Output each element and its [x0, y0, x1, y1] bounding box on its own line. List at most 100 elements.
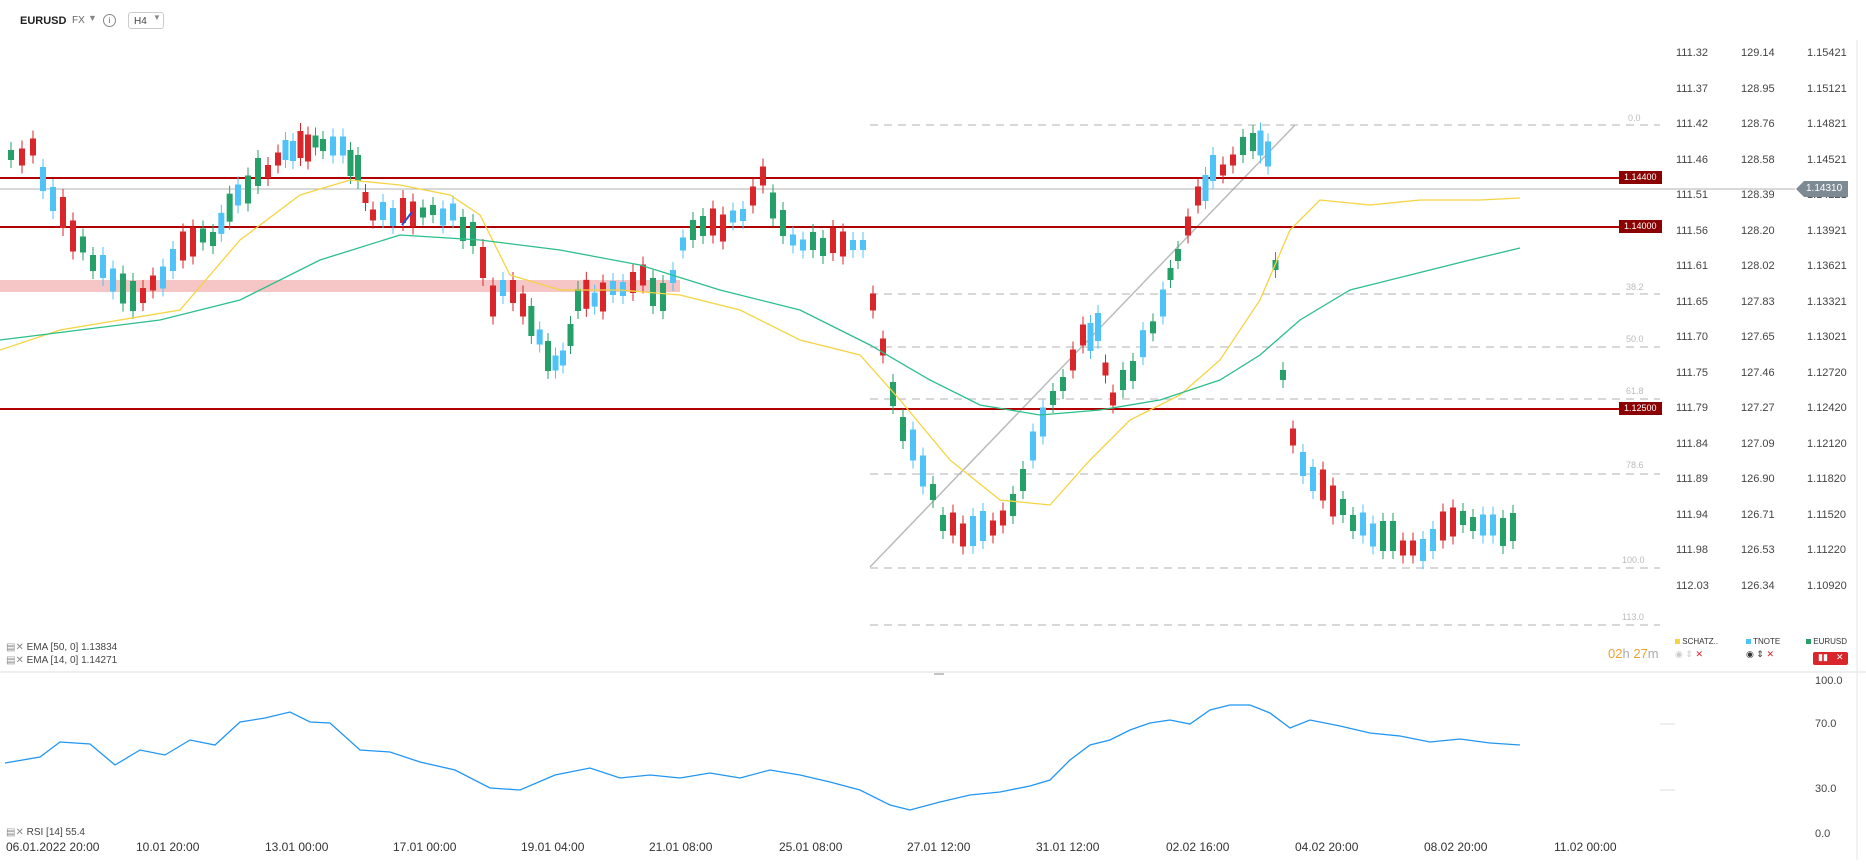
reorder-icon[interactable]: ⇕: [1756, 649, 1764, 659]
candle-body: [860, 240, 866, 250]
ema50-line: [0, 234, 1521, 416]
schatz-tick: 111.61: [1676, 260, 1709, 272]
close-icon[interactable]: ✕: [1695, 649, 1703, 659]
candle-body: [1000, 510, 1006, 526]
candle-body: [990, 520, 996, 536]
rsi-axis-label: 30.0: [1815, 783, 1837, 795]
tnote-tick: 128.39: [1741, 189, 1775, 201]
candle-body: [940, 515, 946, 531]
level-label[interactable]: 1.14000: [1619, 220, 1662, 233]
candle-type-icon[interactable]: ▮▮: [1818, 652, 1828, 662]
candle-body: [1310, 467, 1316, 491]
settings-icon[interactable]: ▤✕: [6, 655, 24, 666]
time-axis-label: 17.01 00:00: [393, 840, 457, 854]
candle-body: [1480, 514, 1486, 536]
candle-body: [430, 205, 436, 215]
candle-body: [800, 239, 806, 251]
settings-icon[interactable]: ▤✕: [6, 642, 24, 653]
close-icon[interactable]: ✕: [1766, 649, 1774, 659]
ema14-line: [0, 179, 1521, 506]
candle-body: [218, 212, 225, 234]
candle-body: [510, 280, 516, 303]
candle-body: [1300, 452, 1306, 476]
settings-icon[interactable]: ▤✕: [6, 827, 24, 838]
candle-body: [40, 167, 46, 191]
chevron-down-icon[interactable]: ▼: [88, 13, 97, 23]
rsi-axis-label: 70.0: [1815, 718, 1837, 730]
candles: [8, 122, 1516, 569]
rsi-axis-label: 0.0: [1815, 828, 1831, 840]
tnote-tick: 127.83: [1741, 295, 1775, 308]
time-axis-label: 19.01 04:00: [521, 840, 585, 854]
schatz-tick: 111.65: [1676, 295, 1709, 308]
candle-body: [1020, 469, 1026, 491]
color-swatch-icon: [1806, 639, 1811, 644]
candle-body: [362, 192, 369, 203]
color-swatch-icon: [1746, 639, 1751, 644]
timeframe-select[interactable]: H4: [128, 12, 164, 29]
candle-body: [1195, 186, 1201, 206]
schatz-tick: 111.32: [1676, 47, 1709, 59]
tnote-tick: 127.65: [1741, 331, 1775, 343]
candle-body: [520, 293, 526, 317]
tnote-tick: 128.95: [1741, 82, 1775, 95]
time-axis-label: 31.01 12:00: [1036, 840, 1100, 854]
candle-body: [30, 138, 36, 156]
candle-body: [1110, 392, 1116, 406]
eurusd-tick: 1.11520: [1807, 508, 1846, 521]
candle-body: [850, 240, 856, 250]
candle-body: [90, 255, 96, 271]
candle-body: [226, 193, 233, 222]
candle-body: [950, 512, 956, 536]
eurusd-tick: 1.14521: [1807, 153, 1847, 166]
overlay-eurusd[interactable]: EURUSD: [1806, 637, 1847, 646]
eurusd-controls[interactable]: ▮▮ ✕: [1813, 652, 1848, 665]
level-label[interactable]: 1.12500: [1619, 402, 1662, 415]
eurusd-tick: 1.14821: [1807, 118, 1847, 130]
candle-body: [1380, 521, 1386, 551]
eye-icon[interactable]: ◉: [1675, 649, 1683, 659]
candle-body: [380, 202, 386, 220]
candle-body: [50, 187, 56, 211]
candle-body: [235, 184, 241, 206]
candle-body: [545, 341, 551, 371]
symbol-label[interactable]: EURUSD: [20, 15, 67, 27]
tnote-tick: 126.71: [1741, 508, 1775, 521]
tnote-tick: 126.90: [1741, 473, 1775, 485]
ema14-label: EMA [14, 0] 1.14271: [26, 655, 118, 666]
tnote-tick: 126.34: [1741, 579, 1775, 592]
candle-body: [500, 280, 506, 296]
tnote-tick: 128.02: [1741, 260, 1775, 272]
candle-body: [370, 209, 376, 221]
candle-body: [670, 270, 676, 283]
rsi-legend[interactable]: ▤✕ RSI [14] 55.4: [6, 827, 85, 838]
schatz-tick: 111.75: [1676, 366, 1709, 379]
candle-body: [591, 292, 598, 307]
eye-icon[interactable]: ◉: [1746, 649, 1754, 659]
info-icon[interactable]: i: [103, 14, 116, 27]
candle-body: [1470, 517, 1476, 531]
candle-body: [740, 209, 746, 221]
market-label[interactable]: FX: [72, 15, 85, 26]
candle-body: [1360, 512, 1366, 536]
overlay-schatz[interactable]: SCHATZ.. ◉ ⇕ ✕: [1675, 637, 1718, 660]
overlay-tnote[interactable]: TNOTE ◉ ⇕ ✕: [1746, 637, 1780, 660]
rsi-label: RSI [14] 55.4: [26, 827, 85, 838]
candle-body: [700, 216, 706, 236]
candle-body: [630, 272, 636, 293]
fib-label: 78.6: [1626, 460, 1644, 470]
candle-body: [305, 134, 311, 162]
schatz-tick: 111.42: [1676, 118, 1709, 130]
close-icon[interactable]: ✕: [1836, 652, 1844, 662]
chevron-down-icon[interactable]: ▼: [153, 13, 161, 22]
candle-body: [1167, 268, 1174, 280]
candle-body: [880, 338, 886, 356]
reorder-icon[interactable]: ⇕: [1685, 649, 1693, 659]
ema14-legend[interactable]: ▤✕ EMA [14, 0] 1.14271: [6, 655, 117, 666]
level-label[interactable]: 1.14400: [1619, 171, 1662, 184]
time-axis-label: 21.01 08:00: [649, 840, 713, 854]
candle-body: [960, 523, 966, 547]
ema50-legend[interactable]: ▤✕ EMA [50, 0] 1.13834: [6, 642, 117, 653]
candle-body: [660, 283, 666, 311]
